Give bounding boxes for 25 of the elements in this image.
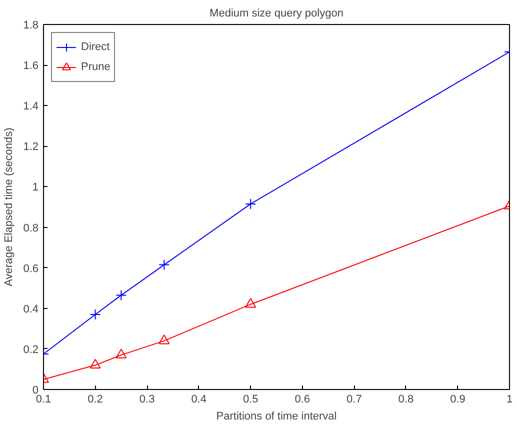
- y-tick-label: 1.8: [23, 20, 39, 32]
- x-tick-label: 0.6: [294, 394, 310, 406]
- y-axis-title: Average Elapsed time (seconds): [3, 128, 16, 286]
- y-tick-label: 0.6: [23, 262, 39, 275]
- y-tick-label: 1.4: [23, 100, 39, 113]
- y-tick-label: 1.2: [23, 141, 39, 154]
- y-tick-label: 0.4: [23, 303, 39, 316]
- y-tick-label: 0: [32, 384, 39, 396]
- x-tick-label: 0.1: [36, 394, 52, 406]
- x-tick-label: 1: [506, 394, 513, 406]
- legend-label: Direct: [81, 41, 110, 53]
- x-tick-label: 0.7: [346, 394, 362, 406]
- x-tick-label: 0.3: [139, 394, 155, 406]
- y-tick-label: 0.2: [23, 344, 39, 356]
- x-axis-title: Partitions of time interval: [216, 410, 337, 422]
- x-tick-label: 0.2: [88, 394, 103, 406]
- x-tick-label: 0.9: [450, 394, 466, 406]
- chart-title: Medium size query polygon: [210, 8, 344, 20]
- x-tick-label: 0.5: [242, 394, 258, 406]
- y-tick-label: 1: [32, 182, 39, 194]
- legend-label: Prune: [81, 61, 110, 73]
- y-tick-label: 1.6: [23, 60, 39, 72]
- x-tick-label: 0.4: [191, 394, 206, 406]
- y-tick-label: 0.8: [23, 222, 39, 234]
- x-tick-label: 0.8: [398, 394, 414, 406]
